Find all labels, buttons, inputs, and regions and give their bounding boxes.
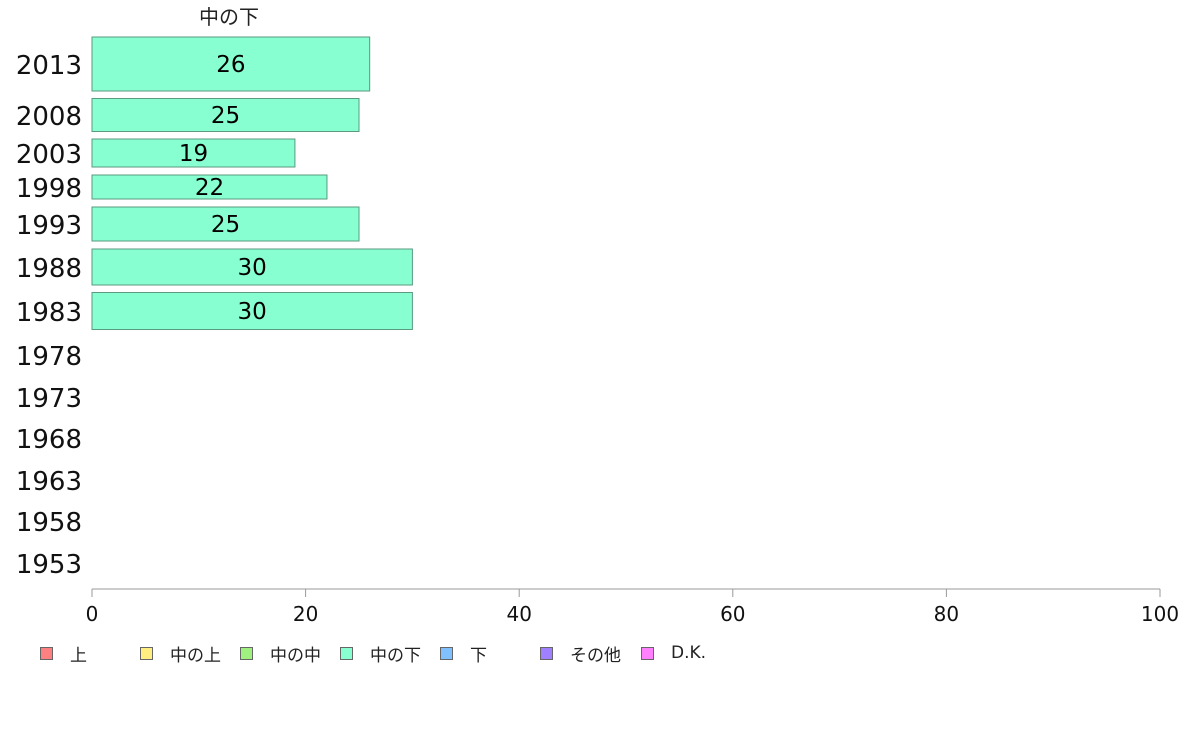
legend: 上 中の上 中の中 中の下 下 その他 D.K. [40,643,1140,666]
legend-swatch [140,646,153,660]
legend-swatch [240,646,253,660]
legend-swatch [340,646,353,660]
bar-value-label: 26 [216,52,245,78]
legend-item: 下 [440,643,487,666]
x-tick-label: 80 [934,602,959,626]
legend-item: その他 [540,643,621,666]
x-tick-label: 40 [506,602,531,626]
legend-item: 中の上 [140,643,221,666]
y-tick-label: 1953 [16,550,82,580]
y-tick-label: 1983 [16,298,82,328]
x-tick-label: 0 [86,602,99,626]
bar [91,138,296,168]
bar [91,98,360,132]
legend-item: 上 [40,643,87,666]
x-tick-label: 20 [293,602,318,626]
legend-swatch [641,646,654,660]
bar [91,206,360,242]
legend-label: 上 [70,645,87,666]
y-tick-label: 1973 [16,384,82,414]
legend-label: その他 [570,645,621,666]
legend-swatch [40,646,53,660]
legend-label: D.K. [671,643,707,663]
legend-item: 中の中 [240,643,321,666]
bar [91,292,413,330]
y-tick-label: 1993 [16,211,82,241]
y-tick-label: 1958 [16,508,82,538]
y-tick-label: 1963 [16,467,82,497]
y-tick-label: 2003 [16,140,82,170]
y-tick-label: 1988 [16,254,82,284]
y-tick-label: 2008 [16,102,82,132]
bar-value-label: 30 [238,299,267,325]
legend-item: D.K. [641,643,706,663]
legend-label: 中の中 [270,645,321,666]
bar [91,36,371,92]
y-tick-label: 1998 [16,174,82,204]
bar [91,174,328,200]
legend-swatch [440,646,453,660]
bar-value-label: 30 [238,255,267,281]
bar [91,248,413,286]
legend-item: 中の下 [340,643,421,666]
bar-value-label: 19 [179,141,208,167]
legend-label: 中の下 [370,645,421,666]
y-tick-label: 1968 [16,425,82,455]
legend-label: 中の上 [170,645,221,666]
bar-value-label: 22 [195,175,224,201]
x-tick-label: 100 [1141,602,1179,626]
x-tick-label: 60 [720,602,745,626]
legend-label: 下 [470,645,487,666]
bar-value-label: 25 [211,103,240,129]
column-header: 中の下 [199,5,259,29]
bar-value-label: 25 [211,212,240,238]
legend-swatch [540,646,553,660]
y-tick-label: 2013 [16,51,82,81]
y-tick-label: 1978 [16,342,82,372]
